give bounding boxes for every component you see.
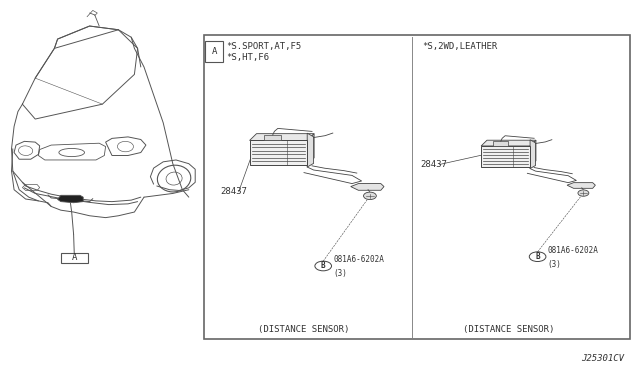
Text: 081A6-6202A: 081A6-6202A [548, 246, 598, 255]
Bar [481, 146, 530, 167]
Polygon shape [530, 140, 536, 167]
Text: B: B [321, 262, 326, 270]
Text: A: A [72, 253, 77, 262]
Bar [250, 141, 307, 165]
Text: (3): (3) [548, 260, 562, 269]
Polygon shape [351, 184, 384, 190]
Polygon shape [567, 183, 595, 188]
Polygon shape [307, 134, 314, 165]
Polygon shape [58, 195, 83, 203]
Text: *S.SPORT,AT,F5: *S.SPORT,AT,F5 [226, 42, 301, 51]
Polygon shape [307, 133, 314, 167]
Polygon shape [530, 140, 536, 169]
Bar [493, 141, 508, 146]
FancyBboxPatch shape [205, 41, 223, 62]
Bar [264, 135, 282, 140]
Circle shape [529, 252, 546, 262]
Text: 28437: 28437 [420, 160, 447, 169]
Text: (3): (3) [333, 269, 348, 278]
Text: *S,HT,F6: *S,HT,F6 [226, 53, 269, 62]
Text: *S,2WD,LEATHER: *S,2WD,LEATHER [422, 42, 498, 51]
Text: 28437: 28437 [221, 187, 248, 196]
Text: (DISTANCE SENSOR): (DISTANCE SENSOR) [463, 325, 554, 334]
Text: A: A [211, 46, 217, 56]
Text: J25301CV: J25301CV [581, 354, 624, 363]
Polygon shape [250, 134, 314, 140]
Circle shape [578, 190, 589, 196]
FancyBboxPatch shape [204, 35, 630, 339]
Text: 081A6-6202A: 081A6-6202A [333, 256, 384, 264]
Circle shape [315, 261, 332, 271]
Text: B: B [535, 252, 540, 261]
Text: (DISTANCE SENSOR): (DISTANCE SENSOR) [259, 325, 349, 334]
FancyBboxPatch shape [61, 253, 88, 263]
Circle shape [364, 192, 376, 200]
Polygon shape [481, 140, 536, 146]
